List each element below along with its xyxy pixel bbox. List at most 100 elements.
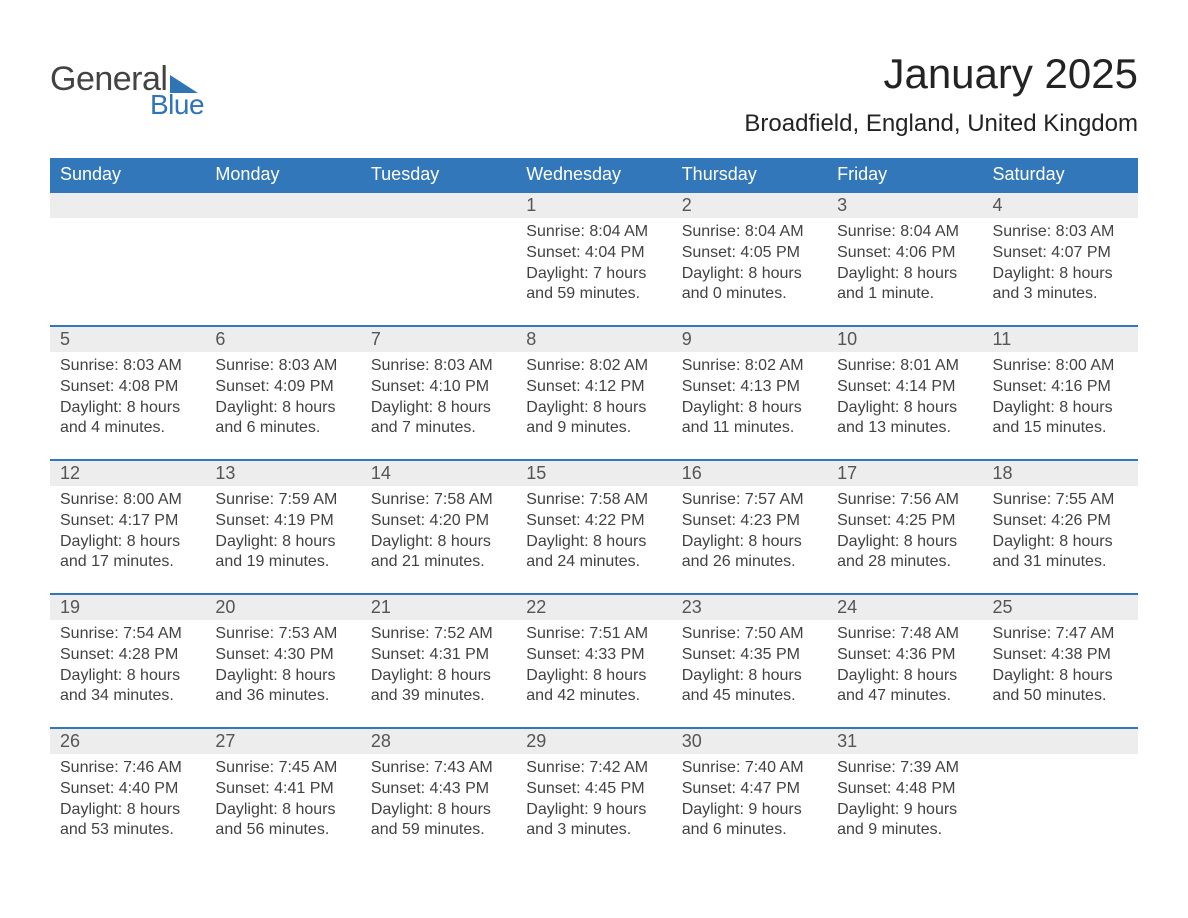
day-cell: Sunrise: 8:03 AMSunset: 4:08 PMDaylight:… xyxy=(50,352,205,460)
sunrise-text: Sunrise: 8:00 AM xyxy=(60,490,195,511)
daylight-line1: Daylight: 8 hours xyxy=(60,666,195,687)
location-subtitle: Broadfield, England, United Kingdom xyxy=(744,110,1138,138)
day-number: 6 xyxy=(205,326,360,352)
day-number: 29 xyxy=(516,728,671,754)
sunrise-text: Sunrise: 7:59 AM xyxy=(215,490,350,511)
day-cell: Sunrise: 7:46 AMSunset: 4:40 PMDaylight:… xyxy=(50,754,205,862)
sunset-text: Sunset: 4:23 PM xyxy=(682,511,817,532)
daylight-line2: and 9 minutes. xyxy=(837,820,972,841)
sunset-text: Sunset: 4:07 PM xyxy=(993,243,1128,264)
daylight-line1: Daylight: 7 hours xyxy=(526,264,661,285)
daylight-line1: Daylight: 8 hours xyxy=(526,532,661,553)
day-cell: Sunrise: 7:59 AMSunset: 4:19 PMDaylight:… xyxy=(205,486,360,594)
daylight-line2: and 6 minutes. xyxy=(682,820,817,841)
daylight-line2: and 36 minutes. xyxy=(215,686,350,707)
sunrise-text: Sunrise: 7:43 AM xyxy=(371,758,506,779)
sunrise-text: Sunrise: 8:01 AM xyxy=(837,356,972,377)
sunrise-text: Sunrise: 7:54 AM xyxy=(60,624,195,645)
sunset-text: Sunset: 4:17 PM xyxy=(60,511,195,532)
day-number: 7 xyxy=(361,326,516,352)
daylight-line2: and 39 minutes. xyxy=(371,686,506,707)
daylight-line2: and 50 minutes. xyxy=(993,686,1128,707)
day-number: 16 xyxy=(672,460,827,486)
daylight-line2: and 21 minutes. xyxy=(371,552,506,573)
daylight-line1: Daylight: 8 hours xyxy=(215,800,350,821)
weekday-header: Sunday xyxy=(50,158,205,192)
day-number-row: 12131415161718 xyxy=(50,460,1138,486)
daylight-line1: Daylight: 8 hours xyxy=(682,398,817,419)
daylight-line1: Daylight: 8 hours xyxy=(371,398,506,419)
day-cell: Sunrise: 8:03 AMSunset: 4:07 PMDaylight:… xyxy=(983,218,1138,326)
day-number: 30 xyxy=(672,728,827,754)
day-cell: Sunrise: 7:53 AMSunset: 4:30 PMDaylight:… xyxy=(205,620,360,728)
daylight-line2: and 34 minutes. xyxy=(60,686,195,707)
sunset-text: Sunset: 4:48 PM xyxy=(837,779,972,800)
day-cell: Sunrise: 8:02 AMSunset: 4:13 PMDaylight:… xyxy=(672,352,827,460)
day-number: 27 xyxy=(205,728,360,754)
empty-day-number xyxy=(205,192,360,218)
page-title: January 2025 xyxy=(744,50,1138,98)
calendar-table: SundayMondayTuesdayWednesdayThursdayFrid… xyxy=(50,158,1138,862)
day-number: 18 xyxy=(983,460,1138,486)
sunset-text: Sunset: 4:40 PM xyxy=(60,779,195,800)
sunset-text: Sunset: 4:45 PM xyxy=(526,779,661,800)
sunrise-text: Sunrise: 8:00 AM xyxy=(993,356,1128,377)
day-cell: Sunrise: 8:00 AMSunset: 4:16 PMDaylight:… xyxy=(983,352,1138,460)
sunrise-text: Sunrise: 7:55 AM xyxy=(993,490,1128,511)
daylight-line1: Daylight: 8 hours xyxy=(682,532,817,553)
sunrise-text: Sunrise: 7:39 AM xyxy=(837,758,972,779)
daylight-line1: Daylight: 8 hours xyxy=(993,398,1128,419)
sunset-text: Sunset: 4:04 PM xyxy=(526,243,661,264)
sunset-text: Sunset: 4:09 PM xyxy=(215,377,350,398)
sunrise-text: Sunrise: 7:51 AM xyxy=(526,624,661,645)
sunset-text: Sunset: 4:05 PM xyxy=(682,243,817,264)
sunrise-text: Sunrise: 7:48 AM xyxy=(837,624,972,645)
daylight-line2: and 3 minutes. xyxy=(993,284,1128,305)
day-number-row: 19202122232425 xyxy=(50,594,1138,620)
day-cell: Sunrise: 7:39 AMSunset: 4:48 PMDaylight:… xyxy=(827,754,982,862)
sunrise-text: Sunrise: 7:45 AM xyxy=(215,758,350,779)
empty-day-number xyxy=(50,192,205,218)
logo: General Blue xyxy=(50,60,204,121)
sunset-text: Sunset: 4:41 PM xyxy=(215,779,350,800)
daylight-line2: and 19 minutes. xyxy=(215,552,350,573)
day-number: 12 xyxy=(50,460,205,486)
day-number: 31 xyxy=(827,728,982,754)
daylight-line2: and 28 minutes. xyxy=(837,552,972,573)
sunrise-text: Sunrise: 8:03 AM xyxy=(993,222,1128,243)
sunrise-text: Sunrise: 7:58 AM xyxy=(526,490,661,511)
sunset-text: Sunset: 4:10 PM xyxy=(371,377,506,398)
daylight-line2: and 1 minute. xyxy=(837,284,972,305)
day-cell: Sunrise: 7:51 AMSunset: 4:33 PMDaylight:… xyxy=(516,620,671,728)
sunset-text: Sunset: 4:36 PM xyxy=(837,645,972,666)
day-number: 13 xyxy=(205,460,360,486)
sunset-text: Sunset: 4:14 PM xyxy=(837,377,972,398)
day-cell: Sunrise: 7:58 AMSunset: 4:20 PMDaylight:… xyxy=(361,486,516,594)
weekday-header: Wednesday xyxy=(516,158,671,192)
day-cell: Sunrise: 8:04 AMSunset: 4:04 PMDaylight:… xyxy=(516,218,671,326)
day-cell: Sunrise: 7:55 AMSunset: 4:26 PMDaylight:… xyxy=(983,486,1138,594)
sunset-text: Sunset: 4:12 PM xyxy=(526,377,661,398)
daylight-line2: and 45 minutes. xyxy=(682,686,817,707)
daylight-line2: and 17 minutes. xyxy=(60,552,195,573)
daylight-line1: Daylight: 8 hours xyxy=(371,532,506,553)
daylight-line1: Daylight: 8 hours xyxy=(837,398,972,419)
daylight-line1: Daylight: 8 hours xyxy=(682,666,817,687)
day-number: 8 xyxy=(516,326,671,352)
day-data-row: Sunrise: 7:54 AMSunset: 4:28 PMDaylight:… xyxy=(50,620,1138,728)
daylight-line2: and 4 minutes. xyxy=(60,418,195,439)
empty-day-cell xyxy=(205,218,360,326)
sunset-text: Sunset: 4:30 PM xyxy=(215,645,350,666)
daylight-line1: Daylight: 8 hours xyxy=(215,666,350,687)
day-number: 20 xyxy=(205,594,360,620)
daylight-line1: Daylight: 8 hours xyxy=(837,264,972,285)
day-cell: Sunrise: 7:57 AMSunset: 4:23 PMDaylight:… xyxy=(672,486,827,594)
day-data-row: Sunrise: 8:00 AMSunset: 4:17 PM Daylight:… xyxy=(50,486,1138,594)
day-number: 3 xyxy=(827,192,982,218)
daylight-line2: and 59 minutes. xyxy=(371,820,506,841)
sunset-text: Sunset: 4:38 PM xyxy=(993,645,1128,666)
sunset-text: Sunset: 4:43 PM xyxy=(371,779,506,800)
sunrise-text: Sunrise: 7:42 AM xyxy=(526,758,661,779)
day-cell: Sunrise: 8:04 AMSunset: 4:05 PMDaylight:… xyxy=(672,218,827,326)
sunset-text: Sunset: 4:13 PM xyxy=(682,377,817,398)
